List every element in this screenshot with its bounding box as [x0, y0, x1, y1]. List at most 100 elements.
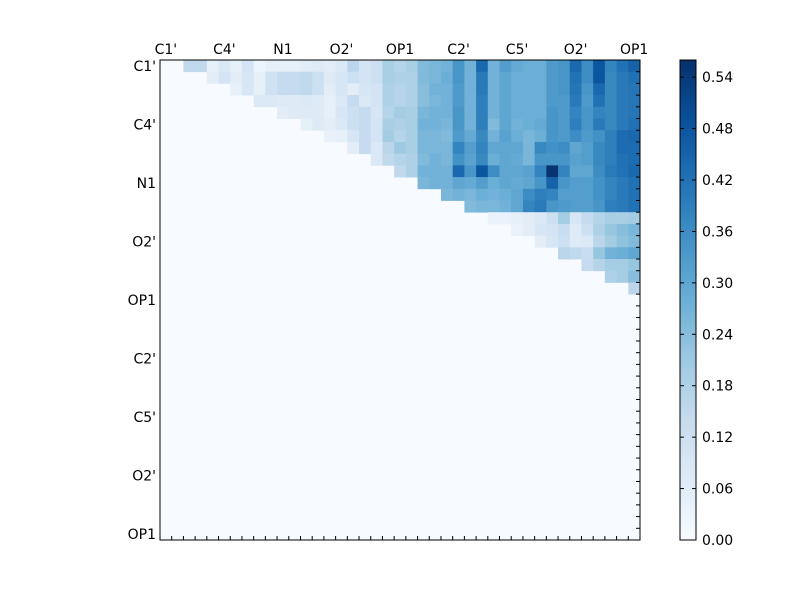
heatmap-cell: [593, 165, 606, 178]
heatmap-cell: [452, 165, 465, 178]
heatmap-cell: [440, 177, 454, 190]
heatmap-cell: [476, 188, 489, 201]
heatmap-cell: [265, 83, 278, 96]
heatmap-cell: [581, 223, 594, 237]
heatmap-cell: [440, 83, 454, 96]
heatmap-cell: [604, 270, 617, 283]
heatmap-cell: [347, 130, 360, 143]
heatmap-cell: [593, 95, 606, 108]
heatmap-cell: [522, 106, 536, 119]
heatmap-cell: [604, 247, 617, 260]
heatmap-cell: [300, 83, 313, 96]
heatmap-cell: [569, 153, 582, 166]
heatmap-cell: [569, 247, 582, 260]
heatmap-cell: [440, 95, 454, 108]
heatmap-cell: [569, 165, 582, 178]
heatmap-cell: [405, 60, 418, 73]
colorbar-tick-label: 0.42: [702, 173, 733, 189]
heatmap-cell: [359, 95, 372, 108]
heatmap-cell: [452, 83, 465, 96]
heatmap-cell: [546, 212, 559, 225]
heatmap-cell: [593, 200, 606, 213]
heatmap-cell: [440, 106, 454, 119]
heatmap-cell: [558, 130, 571, 143]
heatmap-cell: [429, 60, 442, 73]
heatmap-cell: [593, 177, 606, 190]
heatmap-cell: [487, 118, 500, 131]
heatmap-cell: [581, 71, 594, 84]
heatmap-cell: [499, 71, 512, 84]
heatmap-cell: [405, 165, 418, 178]
heatmap-cell: [464, 130, 477, 143]
heatmap-cell: [628, 106, 641, 119]
x-tick-label: N1: [273, 42, 292, 58]
heatmap-cell: [628, 60, 641, 73]
colorbar-tick-label: 0.00: [702, 533, 733, 549]
heatmap-cell: [581, 247, 594, 260]
heatmap-cell: [195, 60, 208, 73]
heatmap-cell: [628, 95, 641, 108]
heatmap-cell: [522, 153, 536, 166]
heatmap-cell: [499, 118, 512, 131]
heatmap-cell: [230, 83, 243, 96]
heatmap-cell: [323, 106, 337, 119]
heatmap-cell: [511, 177, 524, 190]
heatmap-cell: [429, 83, 442, 96]
heatmap-cell: [569, 71, 582, 84]
heatmap-cell: [417, 141, 430, 155]
heatmap-cell: [452, 177, 465, 190]
heatmap-cell: [417, 118, 430, 131]
heatmap-cell: [382, 141, 395, 155]
heatmap-cell: [347, 106, 360, 119]
heatmap-cell: [546, 60, 559, 73]
heatmap-cell: [628, 141, 641, 155]
heatmap-cell: [440, 141, 454, 155]
heatmap-cell: [628, 223, 641, 237]
heatmap-cell: [464, 118, 477, 131]
heatmap-cell: [581, 83, 594, 96]
heatmap-cell: [569, 118, 582, 131]
heatmap-cell: [253, 71, 266, 84]
heatmap-cell: [628, 188, 641, 201]
heatmap-cell: [604, 83, 617, 96]
heatmap-cell: [206, 71, 219, 84]
heatmap-cell: [487, 106, 500, 119]
heatmap-cell: [335, 83, 348, 96]
heatmap-cell: [604, 223, 617, 237]
heatmap-cell: [487, 71, 500, 84]
heatmap-cell: [546, 141, 559, 155]
heatmap-cell: [546, 165, 559, 178]
heatmap-cell: [511, 153, 524, 166]
heatmap-cell: [628, 177, 641, 190]
heatmap-cell: [546, 200, 559, 213]
heatmap-cell: [405, 106, 418, 119]
heatmap-cell: [405, 153, 418, 166]
heatmap-cell: [405, 83, 418, 96]
x-tick-label: O2': [330, 42, 354, 58]
heatmap-cell: [593, 153, 606, 166]
x-tick-label: OP1: [620, 42, 648, 58]
heatmap-minor-ticks: [159, 59, 641, 541]
heatmap-cell: [452, 188, 465, 201]
heatmap-cell: [312, 95, 325, 108]
heatmap-cell: [452, 60, 465, 73]
heatmap-cell: [359, 141, 372, 155]
heatmap-cell: [476, 118, 489, 131]
y-tick-label: OP1: [128, 527, 156, 543]
heatmap-cell: [522, 95, 536, 108]
heatmap-cell: [569, 212, 582, 225]
heatmap-cell: [569, 95, 582, 108]
heatmap-cell: [335, 60, 348, 73]
heatmap-cell: [534, 83, 547, 96]
heatmap-cell: [604, 259, 617, 272]
heatmap-cell: [487, 188, 500, 201]
heatmap-cell: [511, 212, 524, 225]
heatmap-cell: [616, 223, 629, 237]
heatmap-cell: [347, 83, 360, 96]
heatmap-cell: [347, 71, 360, 84]
heatmap-cell: [534, 200, 547, 213]
heatmap-cell: [522, 71, 536, 84]
heatmap-cell: [499, 200, 512, 213]
heatmap-cell: [230, 60, 243, 73]
heatmap-cell: [359, 106, 372, 119]
